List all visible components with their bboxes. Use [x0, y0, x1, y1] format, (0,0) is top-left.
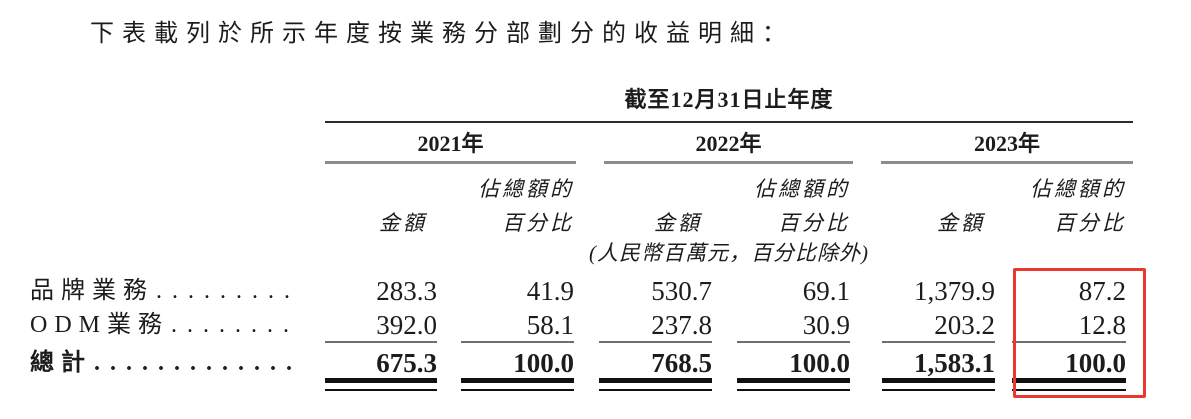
- row-label-text: ODM業務: [30, 312, 170, 338]
- cell-2022-pct-odm: 30.9: [802, 310, 850, 340]
- row-label-brand-business: 品牌業務 . . . . . . . . . . . .: [30, 276, 298, 306]
- year-2023-rule: [881, 161, 1133, 164]
- year-2021-rule: [325, 161, 576, 164]
- subtotal-rule: [1012, 341, 1126, 343]
- subtotal-rule: [737, 341, 850, 343]
- pct-header-line2-2023: 百分比: [1054, 211, 1126, 235]
- total-double-rule-thick: [461, 378, 574, 383]
- row-label-odm-business: ODM業務 . . . . . . . . . . . .: [30, 310, 298, 340]
- header-rule: [325, 121, 1133, 123]
- period-header: 截至12月31日止年度: [624, 87, 834, 112]
- cell-2023-amount-total: 1,583.1: [914, 348, 995, 378]
- pct-header-line2-2022: 百分比: [778, 211, 850, 235]
- total-double-rule-thin: [1012, 389, 1126, 391]
- dot-leader: . . . . . . . . . . . .: [171, 312, 298, 338]
- pct-header-line2-2021: 百分比: [502, 211, 574, 235]
- amount-header-2023: 金額: [937, 211, 985, 235]
- subtotal-rule: [599, 341, 712, 343]
- cell-2023-amount-brand: 1,379.9: [914, 276, 995, 306]
- cell-2021-amount-odm: 392.0: [376, 310, 437, 340]
- cell-2022-amount-total: 768.5: [651, 348, 712, 378]
- pct-header-line1-2022: 佔總額的: [754, 177, 850, 201]
- cell-2022-amount-brand: 530.7: [651, 276, 712, 306]
- pct-header-line1-2021: 佔總額的: [478, 177, 574, 201]
- dot-leader: . . . . . . . . . . . .: [156, 278, 298, 304]
- row-label-text: 總計: [30, 350, 92, 376]
- year-2023-label: 2023年: [973, 131, 1040, 156]
- cell-2021-pct-brand: 41.9: [526, 276, 574, 306]
- total-double-rule-thin: [599, 389, 712, 391]
- highlight-rectangle-2023-pct: [1013, 268, 1146, 398]
- row-label-total: 總計 . . . . . . . . . . . . . . . . . .: [30, 348, 298, 378]
- currency-unit-note: (人民幣百萬元，百分比除外): [589, 241, 869, 265]
- total-double-rule-thick: [325, 378, 437, 383]
- subtotal-rule: [882, 341, 995, 343]
- total-double-rule-thick: [737, 378, 850, 383]
- amount-header-2022: 金額: [654, 211, 702, 235]
- cell-2023-pct-total: 100.0: [1065, 348, 1126, 378]
- cell-2023-pct-odm: 12.8: [1078, 310, 1126, 340]
- row-label-text: 品牌業務: [30, 278, 154, 304]
- cell-2023-amount-odm: 203.2: [934, 310, 995, 340]
- dot-leader: . . . . . . . . . . . . . . . . . .: [94, 350, 298, 376]
- total-double-rule-thick: [882, 378, 995, 383]
- cell-2021-pct-odm: 58.1: [526, 310, 574, 340]
- cell-2021-pct-total: 100.0: [513, 348, 574, 378]
- year-2021-label: 2021年: [417, 131, 484, 156]
- total-double-rule-thick: [1012, 378, 1126, 383]
- subtotal-rule: [325, 341, 437, 343]
- subtotal-rule: [461, 341, 574, 343]
- year-2022-rule: [604, 161, 853, 164]
- amount-header-2021: 金額: [379, 211, 427, 235]
- cell-2021-amount-brand: 283.3: [376, 276, 437, 306]
- intro-text: 下表載列於所示年度按業務分部劃分的收益明細：: [90, 21, 794, 47]
- cell-2023-pct-brand: 87.2: [1078, 276, 1126, 306]
- total-double-rule-thin: [325, 389, 437, 391]
- total-double-rule-thin: [461, 389, 574, 391]
- cell-2022-pct-total: 100.0: [789, 348, 850, 378]
- total-double-rule-thin: [737, 389, 850, 391]
- pct-header-line1-2023: 佔總額的: [1030, 177, 1126, 201]
- total-double-rule-thin: [882, 389, 995, 391]
- cell-2021-amount-total: 675.3: [376, 348, 437, 378]
- cell-2022-amount-odm: 237.8: [651, 310, 712, 340]
- total-double-rule-thick: [599, 378, 712, 383]
- cell-2022-pct-brand: 69.1: [802, 276, 850, 306]
- year-2022-label: 2022年: [695, 131, 762, 156]
